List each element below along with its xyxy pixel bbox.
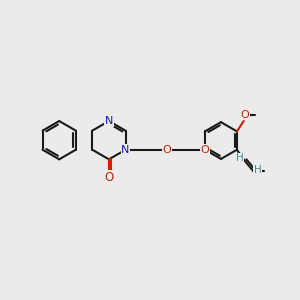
Text: H: H (236, 153, 244, 163)
Text: O: O (163, 145, 171, 155)
Text: N: N (105, 116, 113, 126)
Text: O: O (201, 145, 209, 155)
Text: H: H (254, 165, 262, 175)
Text: O: O (104, 171, 114, 184)
Text: O: O (240, 110, 249, 120)
Text: N: N (121, 145, 130, 155)
